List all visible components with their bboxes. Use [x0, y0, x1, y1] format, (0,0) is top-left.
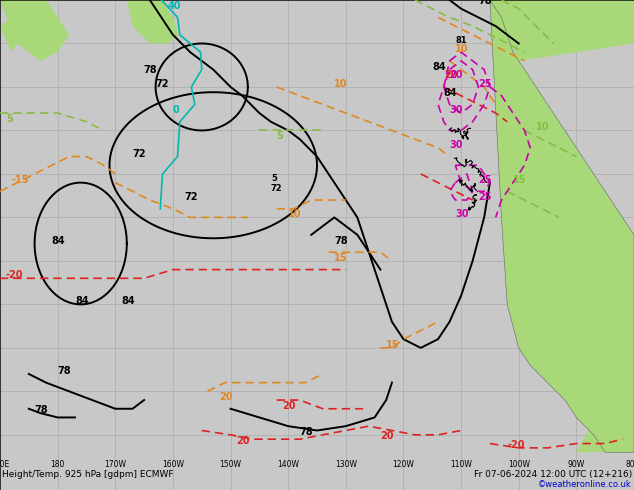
- Text: 40: 40: [167, 0, 181, 11]
- Text: 81: 81: [455, 36, 467, 46]
- Polygon shape: [490, 0, 634, 61]
- Text: 25: 25: [479, 192, 492, 202]
- Text: 140W: 140W: [277, 460, 299, 469]
- Text: 150W: 150W: [219, 460, 242, 469]
- Text: 130W: 130W: [335, 460, 357, 469]
- Text: 78: 78: [143, 65, 157, 74]
- Text: 78: 78: [58, 366, 71, 376]
- Text: 84: 84: [52, 236, 65, 245]
- Text: ©weatheronline.co.uk: ©weatheronline.co.uk: [538, 480, 632, 489]
- Text: -15: -15: [11, 174, 29, 185]
- Text: 5
72: 5 72: [271, 174, 283, 194]
- Text: 20: 20: [282, 401, 296, 411]
- Text: 84: 84: [444, 88, 457, 98]
- Text: 10: 10: [536, 122, 550, 132]
- Text: 100W: 100W: [508, 460, 530, 469]
- Text: 15: 15: [513, 174, 526, 185]
- Text: 170E: 170E: [0, 460, 10, 469]
- Text: 78: 78: [334, 236, 348, 245]
- Text: 15: 15: [334, 253, 348, 263]
- Text: 160W: 160W: [162, 460, 184, 469]
- Text: 25: 25: [479, 174, 492, 185]
- Text: 72: 72: [184, 192, 198, 202]
- Text: -20: -20: [6, 270, 23, 280]
- Text: 72: 72: [155, 79, 169, 89]
- Text: 20: 20: [450, 70, 463, 80]
- Text: 84: 84: [432, 62, 446, 72]
- Text: -20: -20: [507, 440, 525, 450]
- Text: 72: 72: [133, 148, 146, 159]
- Text: 180: 180: [51, 460, 65, 469]
- Text: 5: 5: [276, 131, 283, 141]
- Text: 20: 20: [380, 431, 394, 441]
- Polygon shape: [490, 0, 634, 452]
- Text: 5: 5: [6, 114, 13, 124]
- Text: 30: 30: [455, 209, 469, 220]
- Text: 5: 5: [427, 0, 433, 2]
- Text: 10: 10: [334, 79, 348, 89]
- Text: 25: 25: [479, 79, 492, 89]
- Text: 120W: 120W: [392, 460, 415, 469]
- Text: 90W: 90W: [567, 460, 585, 469]
- Text: 10: 10: [507, 0, 521, 2]
- Polygon shape: [0, 17, 23, 52]
- Polygon shape: [127, 0, 179, 44]
- Text: 20: 20: [444, 70, 457, 80]
- Text: 84: 84: [121, 296, 134, 306]
- Text: 20: 20: [236, 436, 250, 445]
- Text: 10: 10: [288, 209, 302, 220]
- Polygon shape: [0, 0, 69, 61]
- Text: 78: 78: [35, 405, 48, 415]
- Text: 80W: 80W: [625, 460, 634, 469]
- Text: 30: 30: [450, 140, 463, 150]
- Text: 15: 15: [386, 340, 399, 350]
- Text: Fr 07-06-2024 12:00 UTC (12+216): Fr 07-06-2024 12:00 UTC (12+216): [474, 470, 632, 479]
- Text: 78: 78: [479, 0, 492, 6]
- Text: 110W: 110W: [450, 460, 472, 469]
- Text: Height/Temp. 925 hPa [gdpm] ECMWF: Height/Temp. 925 hPa [gdpm] ECMWF: [2, 470, 174, 479]
- Text: 78: 78: [300, 427, 313, 437]
- Polygon shape: [576, 400, 634, 452]
- Text: 20: 20: [219, 392, 233, 402]
- Text: 0: 0: [173, 105, 179, 115]
- Text: 170W: 170W: [104, 460, 126, 469]
- Text: 10: 10: [455, 44, 469, 54]
- Text: 30: 30: [450, 105, 463, 115]
- Text: 84: 84: [75, 296, 89, 306]
